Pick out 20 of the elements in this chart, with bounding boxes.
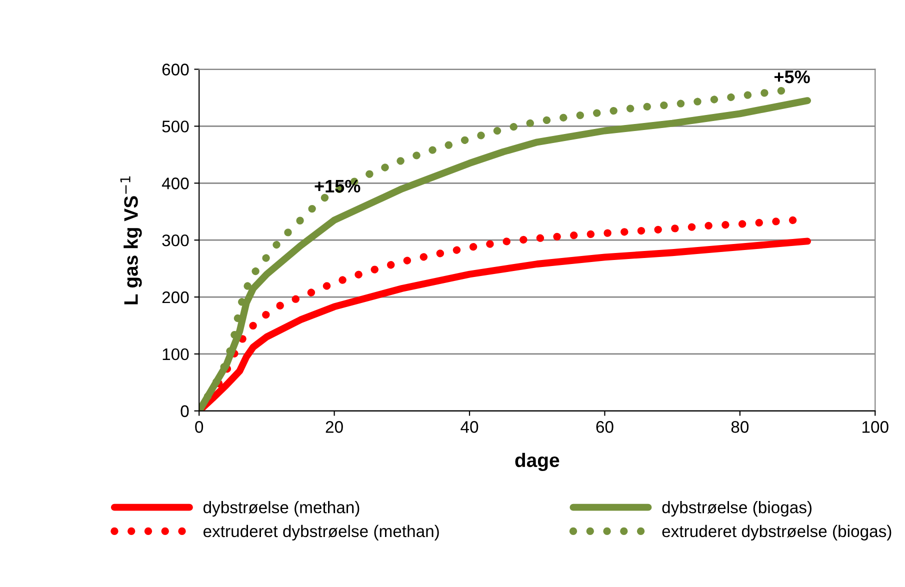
y-tick-label: 500 [162,120,189,132]
x-tick-label: 0 [195,421,204,433]
legend-label: dybstrøelse (biogas) [662,501,812,517]
legend-label: extruderet dybstrøelse (biogas) [662,524,892,540]
y-tick-label: 300 [162,234,189,246]
x-tick-label: 40 [460,421,478,433]
x-tick-label: 20 [326,421,343,433]
y-tick-label: 600 [162,64,189,76]
y-axis-title: L gas kg VS$^{−1}$ [120,176,142,304]
x-tick-label: 80 [731,421,749,433]
annotation: +5% [774,70,810,84]
x-axis-title: dage [515,452,560,472]
y-tick-label: 0 [180,405,189,418]
x-tick-label: 60 [596,421,614,433]
y-tick-label: 200 [162,291,189,304]
legend-label: dybstrøelse (methan) [203,501,360,517]
y-tick-label: 100 [162,348,189,360]
y-tick-label: 400 [162,178,189,190]
x-tick-label: 100 [862,421,888,433]
legend-label: extruderet dybstrøelse (methan) [203,524,439,540]
